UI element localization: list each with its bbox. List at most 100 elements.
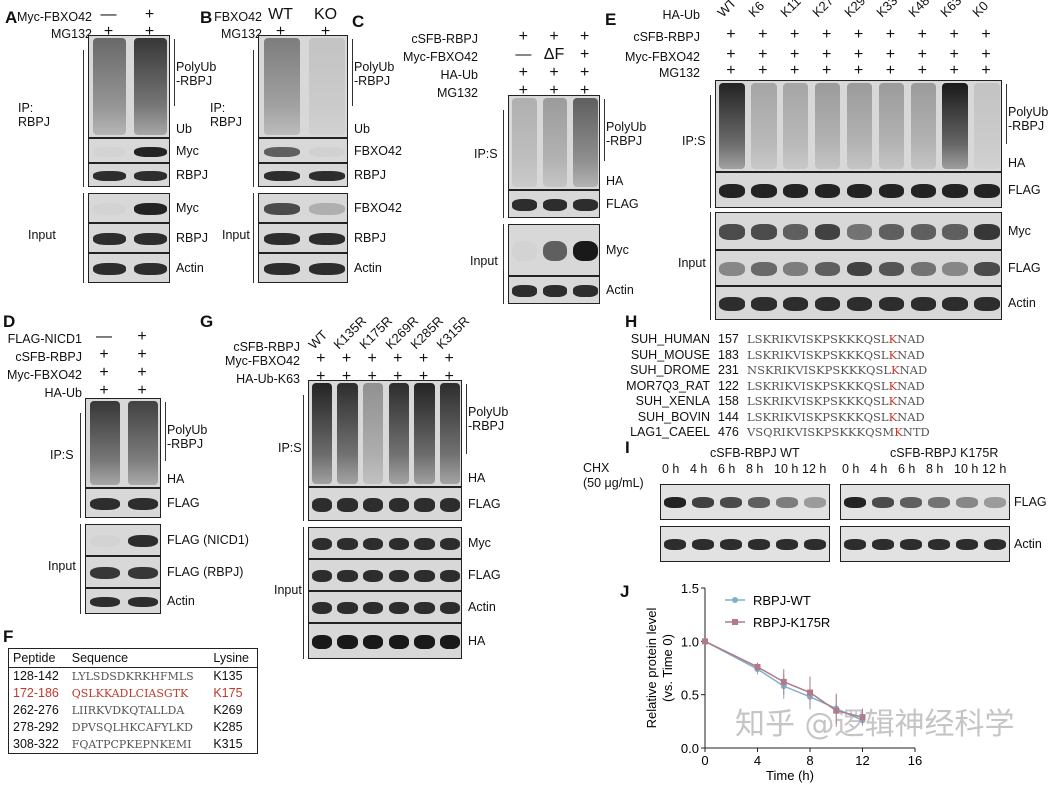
band <box>134 263 167 275</box>
seq-post: NAD <box>897 332 925 346</box>
seq-pre: LSKRIKVISKPSKKKQSL <box>747 378 889 393</box>
blot-label: FLAG <box>167 496 200 510</box>
band <box>263 171 300 181</box>
band <box>664 539 686 550</box>
smear <box>573 98 598 187</box>
alignment-sequence: LSKRIKVISKPSKKKQSLKNAD <box>747 332 925 346</box>
time-label: 4 h <box>870 462 888 476</box>
time-label: 8 h <box>926 462 944 476</box>
bracket-line <box>466 384 467 454</box>
band <box>134 203 167 215</box>
time-label: 6 h <box>718 462 736 476</box>
blot-label: Actin <box>1014 537 1042 551</box>
band <box>910 183 937 199</box>
group-label: Input <box>274 583 302 597</box>
peptide-row: 128-142 LYLSDSDKRKHFMLS K135 <box>9 668 258 686</box>
condition-value: + <box>579 64 590 81</box>
blot-flag <box>308 487 462 521</box>
band <box>308 263 345 275</box>
lysine-175: K <box>888 378 898 393</box>
lysine-site: K315 <box>213 737 243 751</box>
panel-letter-e: E <box>605 10 617 29</box>
species-name: LAG1_CAEEL <box>630 425 710 439</box>
band <box>263 146 300 157</box>
group-line <box>303 527 304 659</box>
lysine-175: K <box>894 425 903 439</box>
band <box>362 569 384 583</box>
blot-myc <box>715 212 1002 250</box>
blot-actin <box>508 276 600 304</box>
band <box>719 297 745 311</box>
band <box>719 261 745 277</box>
band <box>337 569 358 583</box>
band <box>362 498 384 512</box>
group-line <box>80 413 81 518</box>
seq-post: NTD <box>902 425 930 439</box>
condition-value: + <box>341 368 352 385</box>
time-label: 12 h <box>982 462 1007 476</box>
band <box>439 601 461 615</box>
condition-value: + <box>790 26 800 43</box>
band <box>388 569 410 583</box>
condition-value: + <box>885 46 896 63</box>
band <box>719 224 745 240</box>
blot-label: FLAG <box>1008 183 1041 197</box>
seq-pre: NSKRIKVISKPSKKKQSL <box>747 363 891 377</box>
lysine-175: K <box>888 394 898 408</box>
condition-label: cSFB-RBPJ <box>15 350 82 364</box>
panel-letter-b: B <box>200 8 213 27</box>
group-title: cSFB-RBPJ K175R <box>890 446 999 460</box>
band <box>751 224 777 240</box>
panel-letter-c: C <box>352 12 365 31</box>
group-line <box>503 110 504 218</box>
condition-value: + <box>579 28 590 45</box>
band <box>573 199 598 211</box>
group-line <box>303 395 304 521</box>
lysine-site: K135 <box>213 669 243 683</box>
time-label: 10 h <box>774 462 799 476</box>
band <box>814 261 841 277</box>
col-lysine: Lysine <box>209 648 258 668</box>
band <box>846 183 873 199</box>
band <box>388 498 410 512</box>
band <box>942 183 968 199</box>
condition-value: + <box>137 328 147 345</box>
lane-label: K48 <box>905 0 933 20</box>
seq-post: NAD <box>897 347 925 362</box>
condition-value: + <box>549 28 559 45</box>
condition-value: + <box>393 368 403 385</box>
condition-value: + <box>518 82 528 99</box>
band <box>900 539 922 550</box>
legend-marker <box>732 619 738 625</box>
condition-value: + <box>821 46 832 63</box>
group-line <box>503 224 504 304</box>
blot-myc <box>308 527 462 559</box>
lane-label: K11 <box>777 0 805 20</box>
residue-position: 144 <box>718 409 739 424</box>
band <box>439 537 461 551</box>
band <box>388 634 410 650</box>
smear <box>814 83 841 169</box>
band <box>127 596 159 608</box>
band <box>928 539 950 550</box>
peptide-sequence: LYLSDSDKRKHFMLS <box>71 670 194 683</box>
band <box>956 497 978 508</box>
bracket-line <box>352 39 353 106</box>
condition-label: MG132 <box>221 27 262 41</box>
series-line-0 <box>704 640 863 721</box>
lysine-175: K <box>888 332 898 346</box>
smear <box>719 83 745 169</box>
blot-label: Actin <box>176 261 204 275</box>
peptide-row: 278-292 DPVSQLHKCAFYLKD K285 <box>9 719 258 736</box>
smear <box>311 383 333 484</box>
lane-label: K33 <box>873 0 901 20</box>
band <box>878 224 905 240</box>
blot-actin <box>715 286 1002 320</box>
blot-sublabel: HA <box>468 471 486 485</box>
blot-sublabel: HA <box>1008 156 1026 170</box>
blot-ha <box>308 623 462 659</box>
blot-label: Myc <box>176 201 199 215</box>
band <box>942 261 968 277</box>
band <box>751 261 777 277</box>
condition-value: + <box>341 350 352 367</box>
